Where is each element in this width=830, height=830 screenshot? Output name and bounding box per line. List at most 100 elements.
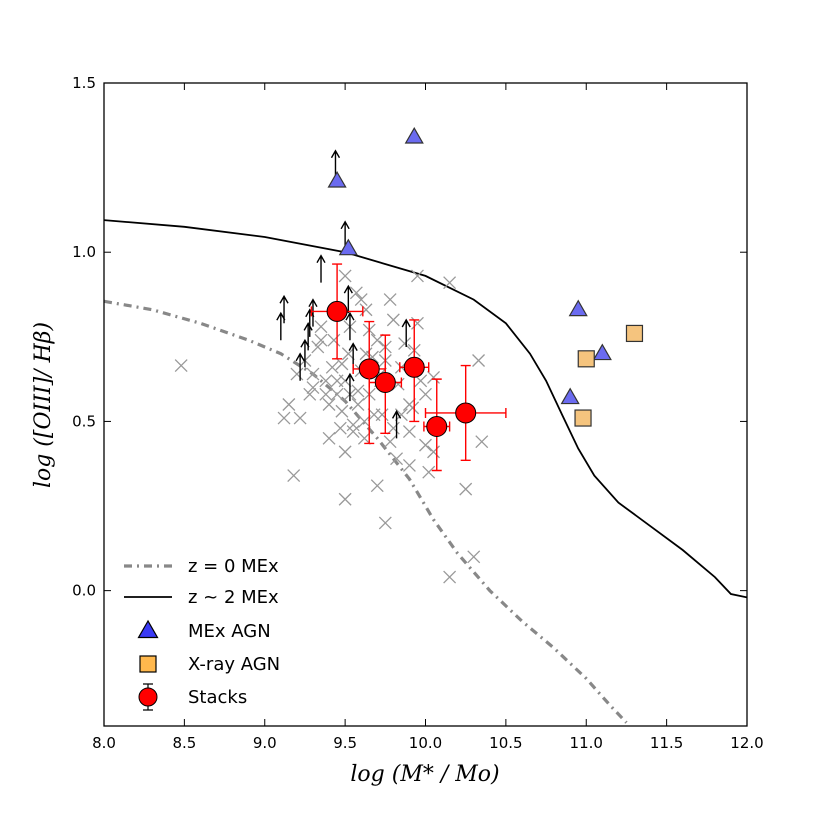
galaxy-point bbox=[351, 398, 365, 411]
mex-agn-point bbox=[592, 343, 612, 361]
lower-limit-arrow bbox=[330, 149, 341, 178]
mex-agn-point bbox=[560, 387, 580, 405]
galaxy-point bbox=[293, 411, 307, 425]
galaxy-point bbox=[378, 516, 392, 530]
galaxy-point bbox=[335, 357, 349, 371]
lower-limit-arrow bbox=[391, 409, 402, 439]
agn-points-layer bbox=[327, 126, 644, 427]
galaxy-point bbox=[367, 408, 381, 422]
lower-limit-arrow bbox=[401, 318, 411, 347]
galaxy-point bbox=[306, 367, 320, 381]
galaxy-point bbox=[386, 313, 400, 327]
galaxy-point bbox=[338, 492, 352, 506]
legend: z = 0 MEx z ~ 2 MEx MEx AGN X-ray AGN Stacks bbox=[124, 556, 280, 711]
galaxy-point bbox=[346, 425, 360, 439]
legend-label: MEx AGN bbox=[188, 621, 271, 642]
lower-limit-arrow bbox=[303, 321, 313, 351]
lower-limit-arrow bbox=[316, 254, 326, 283]
galaxy-point bbox=[330, 374, 344, 388]
x-tick-label: 10.5 bbox=[489, 734, 522, 752]
x-tick-label: 12.0 bbox=[730, 734, 763, 752]
x-axis-title: log (M* / Mo) bbox=[350, 762, 499, 787]
z2-mex-curve bbox=[104, 219, 747, 599]
stack-point bbox=[374, 372, 396, 394]
mex-agn-point bbox=[327, 170, 347, 188]
galaxy-point bbox=[467, 550, 481, 564]
x-tick-label: 9.0 bbox=[253, 734, 277, 752]
galaxy-point bbox=[325, 360, 339, 374]
galaxy-point bbox=[351, 384, 365, 398]
galaxy-point bbox=[357, 431, 371, 445]
legend-triangle-icon bbox=[137, 619, 159, 639]
mex-agn-point bbox=[338, 238, 358, 256]
lower-limit-arrow bbox=[345, 372, 355, 402]
galaxy-point bbox=[330, 387, 344, 401]
galaxy-point bbox=[338, 445, 352, 459]
legend-label: X-ray AGN bbox=[188, 654, 280, 675]
galaxy-point bbox=[398, 337, 412, 351]
galaxy-point bbox=[341, 347, 355, 361]
galaxy-point bbox=[282, 398, 296, 411]
galaxy-point bbox=[411, 269, 424, 283]
legend-circle-icon bbox=[138, 687, 158, 707]
galaxy-point bbox=[314, 320, 328, 334]
y-tick-label: 1.5 bbox=[72, 74, 96, 92]
lower-limit-arrow bbox=[308, 298, 318, 327]
galaxy-point bbox=[443, 276, 457, 290]
galaxy-point bbox=[472, 354, 486, 367]
x-tick-label: 10.0 bbox=[409, 734, 442, 752]
y-axis-title: log ([OIII]/ Hβ) bbox=[31, 322, 56, 488]
galaxy-point bbox=[370, 333, 384, 347]
galaxy-point bbox=[357, 414, 371, 428]
galaxy-point bbox=[349, 286, 363, 300]
galaxy-point bbox=[287, 469, 301, 483]
xray-agn-point bbox=[574, 409, 592, 427]
xray-agn-point bbox=[577, 350, 595, 368]
galaxy-point bbox=[346, 418, 360, 432]
mex-agn-point bbox=[404, 126, 424, 144]
galaxy-point bbox=[422, 465, 436, 479]
galaxy-point bbox=[322, 431, 336, 445]
axis-ticks-layer: 8.0 8.5 9.0 9.5 10.0 10.5 11.0 11.5 12.0 0.0 0.5 1.… bbox=[72, 74, 764, 752]
galaxy-point bbox=[359, 303, 373, 317]
lower-limit-arrows-layer bbox=[276, 149, 411, 439]
xray-agn-point bbox=[625, 324, 644, 343]
galaxy-point bbox=[311, 340, 325, 354]
galaxy-point bbox=[386, 421, 400, 435]
galaxy-points-layer bbox=[174, 269, 489, 584]
galaxy-point bbox=[402, 458, 416, 472]
legend-label: z ~ 2 MEx bbox=[188, 587, 279, 608]
stack-point bbox=[326, 300, 348, 322]
galaxy-point bbox=[290, 367, 304, 381]
galaxy-point bbox=[419, 387, 432, 401]
stack-point bbox=[426, 415, 448, 437]
galaxy-point bbox=[338, 269, 352, 283]
x-tick-label: 9.5 bbox=[333, 734, 357, 752]
z0-mex-curve bbox=[104, 299, 628, 724]
y-tick-label: 0.5 bbox=[72, 412, 96, 430]
galaxy-point bbox=[419, 438, 432, 452]
galaxy-point bbox=[354, 293, 368, 307]
x-tick-label: 11.0 bbox=[570, 734, 603, 752]
galaxy-point bbox=[370, 479, 384, 493]
galaxy-point bbox=[319, 374, 333, 388]
legend-label: Stacks bbox=[188, 687, 247, 708]
galaxy-point bbox=[322, 398, 336, 411]
mex-agn-point bbox=[568, 299, 588, 317]
legend-label: z = 0 MEx bbox=[188, 556, 279, 577]
galaxy-point bbox=[443, 570, 457, 584]
galaxy-point bbox=[319, 387, 333, 401]
galaxy-point bbox=[383, 293, 397, 307]
galaxy-point bbox=[327, 333, 341, 347]
galaxy-point bbox=[383, 435, 397, 449]
stacks-layer bbox=[310, 263, 507, 472]
galaxy-point bbox=[394, 408, 408, 422]
curves-layer bbox=[104, 219, 747, 724]
lower-limit-arrow bbox=[345, 311, 355, 341]
galaxy-point bbox=[303, 387, 317, 401]
y-tick-label: 0.0 bbox=[72, 582, 96, 600]
galaxy-point bbox=[174, 359, 188, 373]
stack-point bbox=[403, 356, 425, 378]
galaxy-point bbox=[359, 347, 373, 361]
